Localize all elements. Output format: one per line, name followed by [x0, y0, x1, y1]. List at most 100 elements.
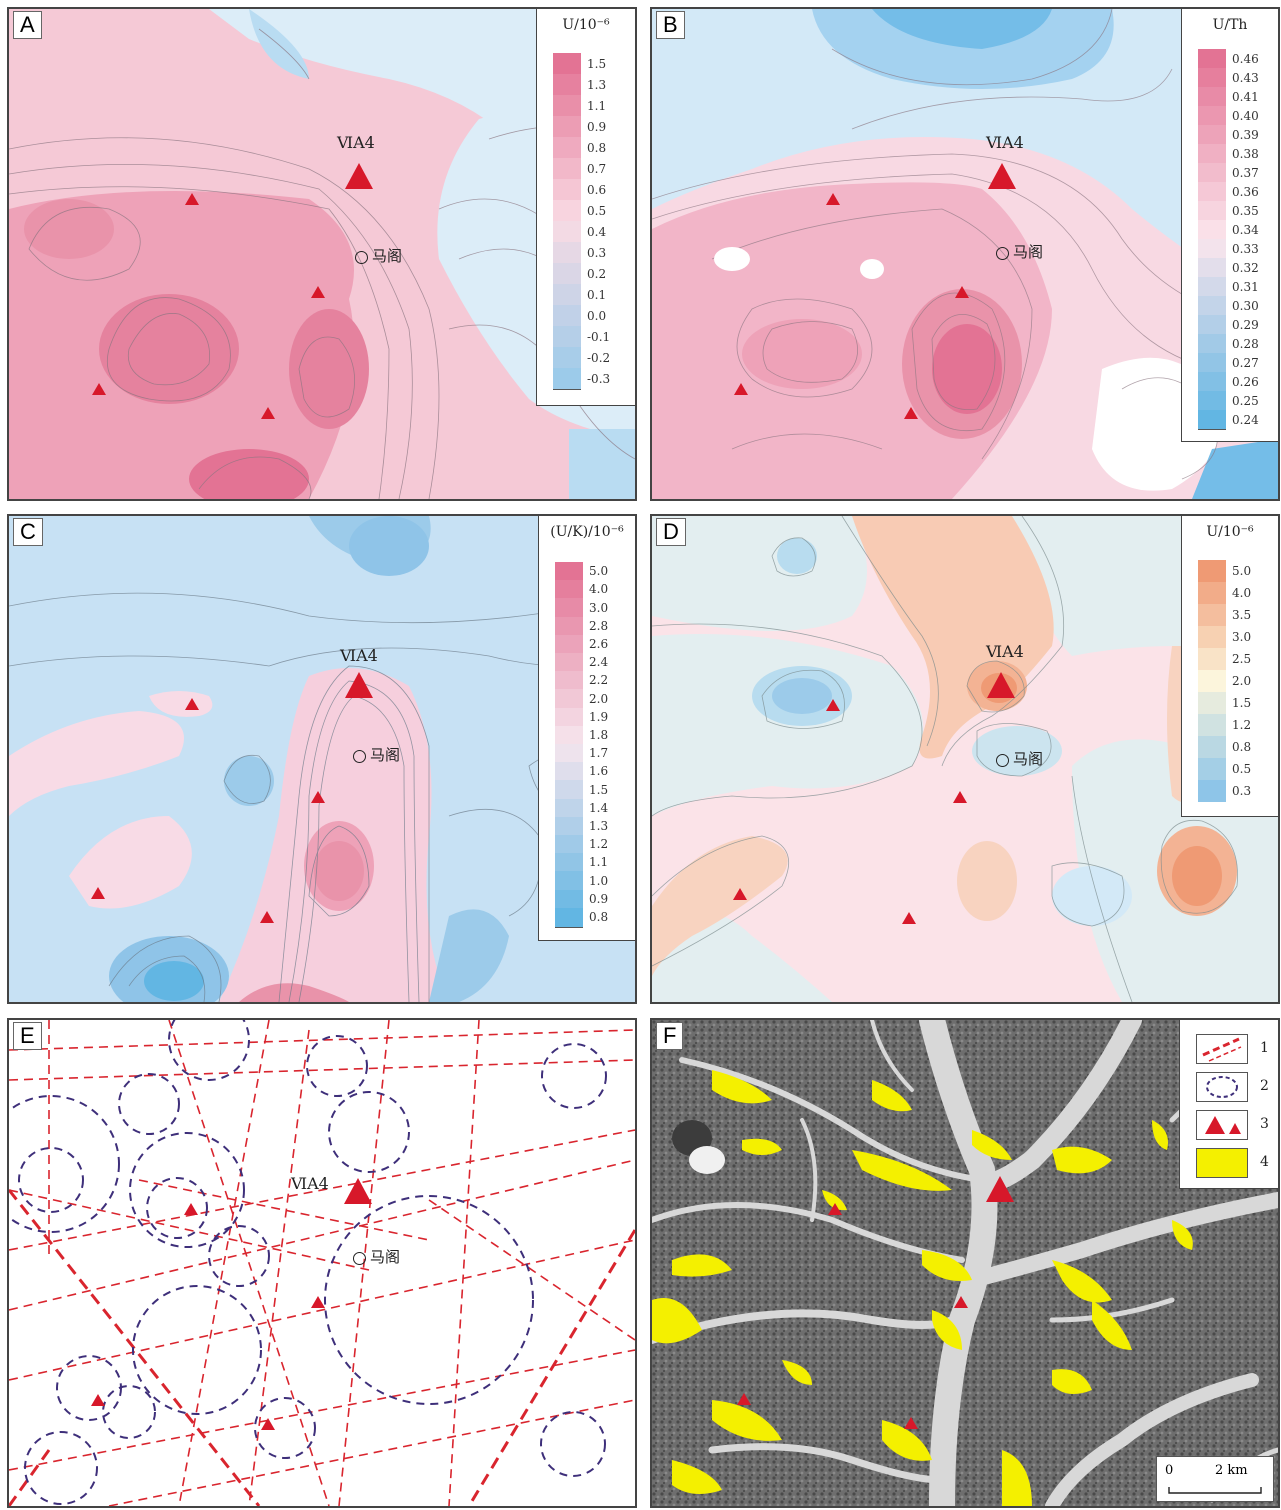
legend-tick-label: -0.1: [587, 329, 611, 344]
occurrence-triangle-icon: [737, 1393, 751, 1405]
legend-color-step: [553, 53, 581, 74]
legend-color-step: [1198, 315, 1226, 334]
legend-color-step: [555, 889, 583, 909]
legend-tick-label: 1.9: [589, 709, 609, 724]
legend-color-step: [555, 725, 583, 745]
town-marker: 马阁: [353, 1246, 400, 1267]
legend-color-step: [1198, 582, 1226, 604]
town-label: 马阁: [372, 247, 403, 265]
key-number-4: 4: [1260, 1154, 1269, 1170]
town-circle-icon: [355, 250, 368, 264]
legend-color-step: [1198, 87, 1226, 106]
deposit-label: ⅥA4: [291, 1174, 329, 1193]
legend-color-step: [1198, 372, 1226, 391]
legend-title: U/10⁻⁶: [562, 17, 610, 33]
legend-color-step: [555, 616, 583, 637]
legend-tick-label: 0.5: [1232, 762, 1252, 776]
panel-d-legend: U/10⁻⁶ 5.0 4.0 3.5 3.0 2.5 2.0 1.5 1.2 0.8 0.5 0.3: [1181, 516, 1278, 817]
legend-tick-label: 1.0: [589, 873, 609, 888]
legend-color-step: [1198, 670, 1226, 692]
occurrence-triangle-icon: [826, 699, 840, 711]
legend-tick-label: 4.0: [1232, 586, 1252, 600]
legend-tick-label: 0.36: [1232, 184, 1259, 199]
town-label: 马阁: [370, 746, 401, 764]
legend-color-step: [555, 598, 583, 618]
legend-tick-label: 0.40: [1232, 108, 1259, 123]
legend-tick-label: 0.24: [1232, 412, 1259, 427]
legend-tick-label: 0.8: [1232, 740, 1252, 754]
legend-color-step: [1198, 296, 1226, 315]
legend-tick-label: 2.2: [589, 673, 609, 688]
legend-tick-label: 0.3: [1232, 784, 1252, 798]
legend-tick-label: 3.0: [1232, 630, 1252, 644]
legend-tick-label: 0.9: [587, 119, 607, 134]
legend-color-step: [1198, 201, 1226, 220]
legend-tick-label: 0.8: [589, 909, 609, 924]
legend-color-step: [1198, 714, 1226, 737]
legend-tick-label: 2.0: [589, 691, 609, 706]
scale-label: 2 km: [1215, 1463, 1248, 1478]
town-label: 马阁: [1013, 243, 1044, 261]
panel-c: C ⅥA4 马阁 (U/K)/10⁻⁶ 5.0 4.0 3.0 2.8 2.6 2.4 2.…: [7, 514, 637, 1004]
legend-color-step: [1198, 604, 1226, 626]
alteration-zones: [652, 1070, 1193, 1506]
panel-a: A ⅥA4 马阁 U/10⁻⁶ 1.5 1.3 1.1 0.9 0.8 0.7 0.6 0.5…: [7, 7, 637, 501]
panel-f: F 1 2 3 4 0 2 km: [650, 1018, 1280, 1508]
panel-d-contour-map: [652, 516, 1278, 1002]
deposit-triangle-icon: [988, 163, 1016, 189]
legend-color-step: [555, 871, 583, 891]
key-ring-swatch: [1196, 1072, 1248, 1102]
legend-color-step: [553, 116, 581, 138]
legend-color-step: [555, 671, 583, 691]
legend-color-step: [1198, 68, 1226, 87]
legend-color-step: [555, 744, 583, 763]
legend-color-step: [553, 263, 581, 284]
panel-a-legend: U/10⁻⁶ 1.5 1.3 1.1 0.9 0.8 0.7 0.6 0.5 0.4 0.3 0.2…: [536, 9, 635, 406]
occurrence-triangle-icon: [185, 698, 199, 710]
legend-tick-label: 3.5: [1232, 608, 1252, 622]
legend-tick-label: 2.5: [1232, 652, 1252, 666]
legend-color-step: [553, 200, 581, 222]
legend-color-step: [1198, 163, 1226, 182]
legend-color-step: [1198, 106, 1226, 126]
legend-color-step: [555, 798, 583, 818]
legend-color-step: [555, 634, 583, 654]
legend-tick-label: 1.2: [589, 837, 609, 852]
legend-tick-label: 0.34: [1232, 222, 1259, 237]
legend-color-step: [555, 835, 583, 855]
panel-b-legend: U/Th 0.46 0.43 0.41 0.40 0.39 0.38 0.37 0.36 0.3…: [1181, 9, 1278, 442]
deposit-triangle-icon: [986, 1176, 1014, 1202]
panel-e: E ⅥA4 马阁: [7, 1018, 637, 1508]
occurrence-triangle-icon: [955, 286, 969, 298]
legend-tick-label: 1.5: [1232, 696, 1252, 710]
legend-color-step: [553, 347, 581, 368]
legend-tick-label: 0.27: [1232, 355, 1259, 370]
deposit-triangle-icon: [345, 672, 373, 698]
legend-color-step: [1198, 626, 1226, 649]
legend-color-step: [555, 689, 583, 710]
legend-color-step: [1198, 692, 1226, 714]
legend-tick-label: 1.5: [589, 782, 609, 797]
legend-color-bar: [1198, 49, 1226, 430]
legend-color-step: [553, 368, 581, 390]
legend-tick-label: 0.3: [587, 245, 607, 260]
town-label: 马阁: [370, 1248, 401, 1266]
town-circle-icon: [353, 1251, 366, 1265]
legend-color-step: [555, 816, 583, 836]
legend-color-step: [555, 580, 583, 600]
legend-tick-label: 0.37: [1232, 165, 1259, 180]
legend-color-step: [553, 95, 581, 116]
legend-color-step: [555, 653, 583, 672]
legend-tick-label: -0.3: [587, 371, 611, 386]
legend-tick-label: 0.9: [589, 891, 609, 906]
town-label: 马阁: [1013, 750, 1044, 768]
town-marker: 马阁: [353, 744, 400, 765]
legend-color-step: [555, 853, 583, 873]
legend-tick-label: 1.1: [589, 855, 609, 870]
occurrence-triangle-icon: [734, 383, 748, 395]
legend-color-step: [1198, 353, 1226, 372]
occurrence-triangle-icon: [311, 791, 325, 803]
panel-b-label: B: [656, 11, 685, 39]
occurrence-triangle-icon: [91, 1394, 105, 1406]
legend-tick-label: 0.32: [1232, 260, 1259, 275]
